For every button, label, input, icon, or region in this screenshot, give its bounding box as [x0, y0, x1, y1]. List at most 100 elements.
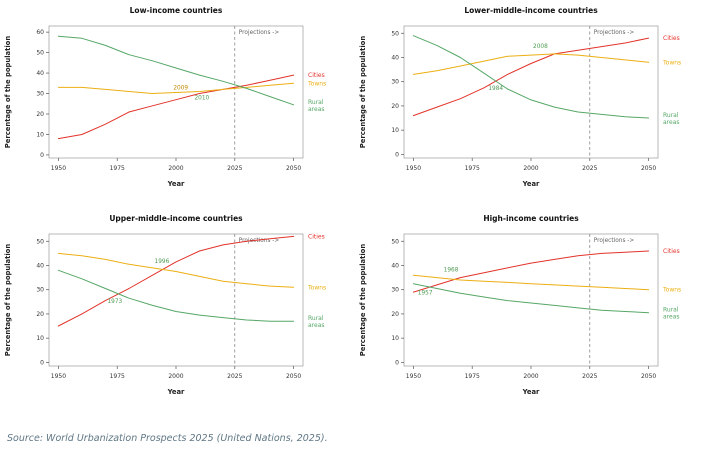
y-tick-label: 40 — [391, 54, 399, 61]
series-label-rural: Rural — [663, 112, 679, 119]
x-tick-label: 2025 — [227, 165, 242, 172]
x-tick-label: 1975 — [465, 165, 480, 172]
y-tick-label: 50 — [36, 50, 44, 57]
series-label-cities: Cities — [663, 248, 680, 255]
y-tick-label: 10 — [36, 335, 44, 342]
x-tick-label: 2050 — [286, 373, 301, 380]
y-tick-label: 0 — [40, 359, 44, 366]
plot-box — [403, 233, 659, 367]
x-axis-title: Year — [522, 388, 540, 396]
series-line-rural — [412, 35, 650, 119]
series-line-rural — [57, 269, 295, 322]
chart-title: Upper-middle-income countries — [109, 214, 243, 223]
chart-svg: Lower-middle-income countries 0 10 20 30 40 50… — [359, 6, 681, 188]
chart-panel-lower-middle-income: Lower-middle-income countries 0 10 20 30 40 50… — [356, 2, 711, 210]
y-tick-label: 30 — [391, 79, 399, 86]
series-line-towns — [57, 252, 295, 288]
y-tick-label: 50 — [391, 30, 399, 37]
x-tick-label: 1975 — [110, 373, 125, 380]
crossing-year-annotation: 2009 — [173, 85, 188, 91]
y-tick-label: 10 — [391, 335, 399, 342]
x-tick-label: 2000 — [168, 373, 183, 380]
y-tick-label: 20 — [391, 103, 399, 110]
y-tick-label: 40 — [36, 262, 44, 269]
plot-box — [403, 25, 659, 159]
x-tick-label: 2000 — [168, 165, 183, 172]
x-tick-label: 2050 — [286, 165, 301, 172]
chart-panel-low-income: Low-income countries 0 10 20 30 40 50 60 1950 197… — [1, 2, 356, 210]
x-axis-title: Year — [522, 180, 540, 188]
series-line-towns — [412, 53, 650, 75]
projection-label: Projections -> — [594, 238, 635, 244]
series-line-cities — [57, 74, 295, 140]
y-tick-label: 50 — [391, 238, 399, 245]
x-tick-label: 1975 — [110, 165, 125, 172]
y-tick-label: 20 — [36, 111, 44, 118]
crossing-year-annotation: 1957 — [418, 291, 433, 297]
crossing-year-annotation: 1968 — [444, 268, 459, 274]
y-tick-label: 50 — [36, 238, 44, 245]
x-tick-label: 1950 — [51, 373, 66, 380]
y-tick-label: 40 — [391, 262, 399, 269]
crossing-year-annotation: 2008 — [533, 44, 548, 50]
series-label-cities: Cities — [663, 35, 680, 42]
y-tick-label: 30 — [36, 91, 44, 98]
series-line-rural — [412, 283, 650, 314]
series-line-cities — [412, 250, 650, 293]
x-axis-title: Year — [167, 388, 185, 396]
series-label-towns: Towns — [662, 287, 681, 294]
y-tick-label: 0 — [395, 151, 399, 158]
series-label-towns: Towns — [662, 59, 681, 66]
series-label-rural: Rural — [308, 99, 324, 106]
chart-title: Low-income countries — [130, 6, 223, 15]
y-tick-label: 30 — [391, 287, 399, 294]
x-tick-label: 2000 — [523, 165, 538, 172]
series-line-towns — [412, 274, 650, 291]
series-line-cities — [57, 235, 295, 327]
y-axis-title: Percentage of the population — [359, 36, 367, 149]
x-tick-label: 2025 — [227, 373, 242, 380]
plot-box — [48, 233, 304, 367]
y-axis-title: Percentage of the population — [4, 244, 12, 357]
projection-label: Projections -> — [594, 30, 635, 36]
x-tick-label: 1975 — [465, 373, 480, 380]
series-label-towns: Towns — [307, 284, 326, 291]
series-label-rural: areas — [308, 322, 325, 329]
y-tick-label: 0 — [40, 152, 44, 159]
crossing-year-annotation: 2010 — [194, 96, 209, 102]
chart-svg: Upper-middle-income countries 0 10 20 30 40 50… — [4, 214, 326, 396]
series-label-rural: areas — [663, 119, 680, 126]
series-label-rural: areas — [663, 314, 680, 321]
x-tick-label: 1950 — [406, 373, 421, 380]
y-tick-label: 40 — [36, 70, 44, 77]
crossing-year-annotation: 1984 — [488, 86, 503, 92]
x-tick-label: 2050 — [641, 165, 656, 172]
series-line-rural — [57, 35, 295, 106]
series-label-towns: Towns — [307, 80, 326, 87]
chart-title: High-income countries — [483, 214, 579, 223]
chart-svg: Low-income countries 0 10 20 30 40 50 60 1950 197… — [4, 6, 326, 188]
projection-label: Projections -> — [239, 238, 280, 244]
series-label-rural: Rural — [663, 307, 679, 314]
source-note: Source: World Urbanization Prospects 202… — [7, 433, 328, 444]
x-tick-label: 2050 — [641, 373, 656, 380]
y-tick-label: 10 — [391, 127, 399, 134]
y-tick-label: 10 — [36, 131, 44, 138]
series-line-towns — [57, 82, 295, 94]
crossing-year-annotation: 1996 — [155, 259, 170, 265]
series-label-rural: Rural — [308, 315, 324, 322]
y-tick-label: 0 — [395, 359, 399, 366]
x-axis-title: Year — [167, 180, 185, 188]
chart-panel-upper-middle-income: Upper-middle-income countries 0 10 20 30 40 50… — [1, 210, 356, 418]
projection-label: Projections -> — [239, 30, 280, 36]
x-tick-label: 1950 — [406, 165, 421, 172]
series-line-cities — [412, 37, 650, 117]
x-tick-label: 2000 — [523, 373, 538, 380]
y-tick-label: 60 — [36, 29, 44, 36]
series-label-cities: Cities — [308, 72, 325, 79]
chart-svg: High-income countries 0 10 20 30 40 50 1950 1975… — [359, 214, 681, 396]
x-tick-label: 2025 — [582, 373, 597, 380]
y-tick-label: 20 — [391, 311, 399, 318]
y-tick-label: 20 — [36, 311, 44, 318]
